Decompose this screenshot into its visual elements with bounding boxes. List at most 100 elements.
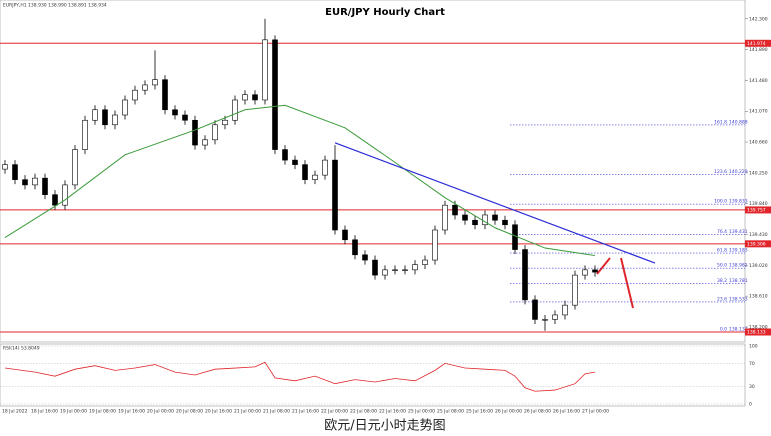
candle-body xyxy=(512,224,518,250)
x-tick-label: 19 Jul 16:00 xyxy=(118,409,145,415)
candle-body xyxy=(312,174,318,180)
candle-body xyxy=(112,114,118,126)
caption: 欧元/日元小时走势图 xyxy=(324,418,445,434)
candle-body xyxy=(122,99,128,116)
fib-price: 138.781 xyxy=(729,278,748,284)
fib-price: 139.431 xyxy=(729,229,748,235)
y-tick-label: 142.300 xyxy=(749,16,768,22)
candle-body xyxy=(562,304,568,316)
arrow-up xyxy=(596,257,611,275)
y-tick-label: 141.890 xyxy=(749,47,768,53)
price-tag xyxy=(745,328,771,336)
candle-body xyxy=(492,214,498,221)
rsi-tick-label: 30 xyxy=(749,384,755,390)
candle-body xyxy=(52,194,58,206)
x-tick-label: 25 Jul 08:00 xyxy=(437,409,464,415)
candle-body xyxy=(422,259,428,265)
candle-body xyxy=(582,269,588,276)
fib-price: 140.888 xyxy=(729,119,748,125)
x-tick-label: 26 Jul 16:00 xyxy=(553,409,580,415)
x-tick-label: 21 Jul 08:00 xyxy=(263,409,290,415)
candle-body xyxy=(92,109,98,121)
fib-ratio: 0.0 xyxy=(720,327,727,333)
candle-body xyxy=(372,259,378,276)
candle-body xyxy=(252,94,258,101)
candle-body xyxy=(522,249,528,301)
candle-body xyxy=(572,274,578,306)
candle-body xyxy=(342,229,348,241)
candle-body xyxy=(232,99,238,121)
x-tick-label: 22 Jul 16:00 xyxy=(379,409,406,415)
candle-body xyxy=(62,184,68,206)
candle-body xyxy=(212,124,218,141)
candle-body xyxy=(202,139,208,146)
candle-body xyxy=(402,269,408,271)
fib-price: 139.833 xyxy=(729,199,748,205)
x-tick-label: 18 Jul 2022 xyxy=(2,409,28,415)
fib-ratio: 23.6 xyxy=(717,296,727,302)
fib-ratio: 61.8 xyxy=(717,248,727,254)
candle-body xyxy=(592,269,598,273)
rsi-tick-label: 70 xyxy=(749,361,755,367)
y-tick-label: 139.020 xyxy=(749,263,768,269)
x-tick-label: 22 Jul 00:00 xyxy=(321,409,348,415)
x-tick-label: 21 Jul 00:00 xyxy=(234,409,261,415)
candle-body xyxy=(412,264,418,271)
x-tick-label: 22 Jul 08:00 xyxy=(350,409,377,415)
rsi-line xyxy=(4,361,596,392)
candle-body xyxy=(542,319,548,321)
candle-body xyxy=(102,109,108,126)
rsi-tick-label: 100 xyxy=(749,344,758,350)
y-tick-label: 140.250 xyxy=(749,170,768,176)
price-tag-label: 138.133 xyxy=(747,330,766,336)
y-tick-label: 140.660 xyxy=(749,140,768,146)
candle-body xyxy=(182,114,188,121)
price-tag xyxy=(745,206,771,214)
candle-body xyxy=(382,269,388,276)
candle-body xyxy=(272,39,278,150)
x-tick-label: 20 Jul 16:00 xyxy=(205,409,232,415)
candle-body xyxy=(262,39,268,101)
price-tag-label: 139.757 xyxy=(747,207,766,213)
price-tag-label: 139.306 xyxy=(747,241,766,247)
candle-body xyxy=(362,254,368,261)
fib-ratio: 100.0 xyxy=(714,199,727,205)
candle-body xyxy=(392,269,398,271)
y-tick-label: 141.070 xyxy=(749,109,768,115)
candle-body xyxy=(442,204,448,231)
y-tick-label: 138.610 xyxy=(749,294,768,300)
y-tick-label: 138.200 xyxy=(749,324,768,330)
candle-body xyxy=(432,229,438,261)
x-tick-label: 20 Jul 00:00 xyxy=(147,409,174,415)
fib-price: 138.133 xyxy=(729,327,748,333)
candle-body xyxy=(292,159,298,165)
fib-price: 138.982 xyxy=(729,263,748,269)
x-tick-label: 21 Jul 16:00 xyxy=(292,409,319,415)
x-tick-label: 19 Jul 00:00 xyxy=(60,409,87,415)
chart-title: EUR/JPY Hourly Chart xyxy=(325,7,445,18)
candle-body xyxy=(502,219,508,226)
x-tick-label: 25 Jul 00:00 xyxy=(408,409,435,415)
candle-body xyxy=(152,79,158,86)
y-tick-label: 141.480 xyxy=(749,78,768,84)
candle-body xyxy=(192,119,198,146)
y-tick-label: 139.430 xyxy=(749,232,768,238)
x-tick-label: 19 Jul 08:00 xyxy=(89,409,116,415)
candle-body xyxy=(172,109,178,116)
candle-body xyxy=(352,239,358,256)
candle-body xyxy=(132,89,138,101)
fib-ratio: 50.0 xyxy=(717,263,727,269)
price-tag xyxy=(745,240,771,248)
x-tick-label: 18 Jul 16:00 xyxy=(31,409,58,415)
candle-body xyxy=(42,177,48,195)
fib-price: 139.183 xyxy=(729,248,748,254)
candle-body xyxy=(2,164,8,170)
symbol-info: EURJPY,H1 138.930 138.990 138.891 138.93… xyxy=(3,3,107,9)
candle-body xyxy=(222,119,228,126)
fib-price: 140.229 xyxy=(729,169,748,175)
candle-body xyxy=(72,149,78,186)
price-panel xyxy=(0,0,746,343)
rsi-tick-label: 0 xyxy=(749,402,752,408)
candle-body xyxy=(462,214,468,221)
candle-body xyxy=(302,164,308,180)
